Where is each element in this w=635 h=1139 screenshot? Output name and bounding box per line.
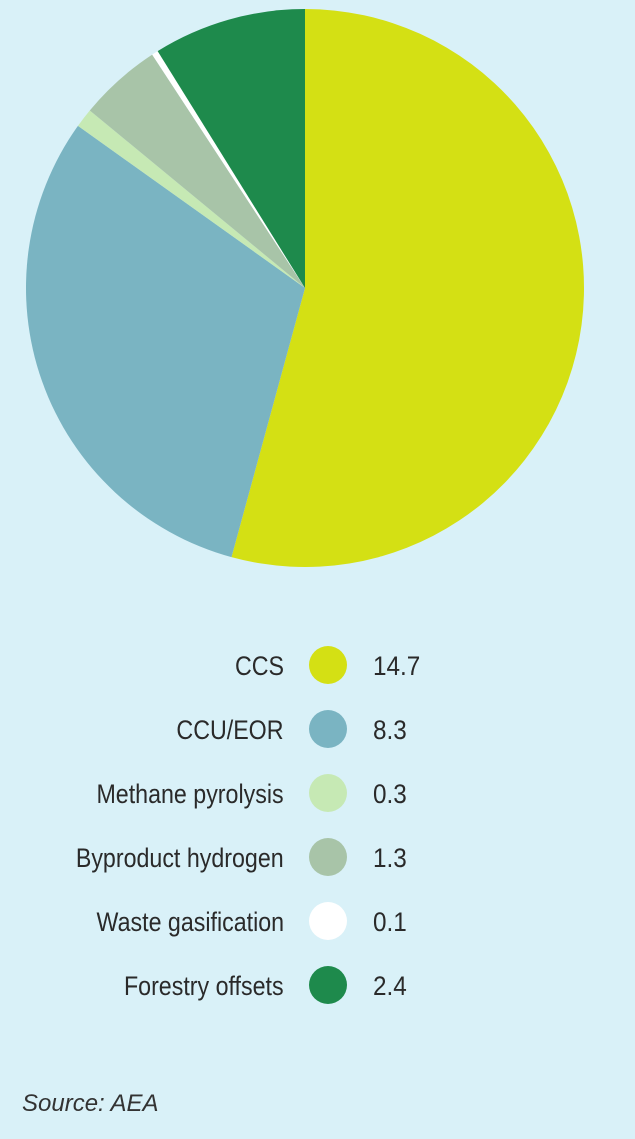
pie-slice-ccs bbox=[231, 9, 585, 567]
legend-value: 0.1 bbox=[373, 907, 407, 937]
legend-item-forestry-offsets: Forestry offsets 2.4 bbox=[0, 965, 635, 1005]
legend-value: 0.3 bbox=[373, 779, 407, 809]
source-note: Source: AEA bbox=[22, 1090, 159, 1117]
pie-slice-methane-pyrolysis bbox=[77, 110, 306, 289]
legend-value: 2.4 bbox=[373, 971, 407, 1001]
pie-chart bbox=[25, 8, 585, 567]
legend-swatch bbox=[309, 838, 347, 876]
legend-label: Byproduct hydrogen bbox=[76, 843, 284, 873]
pie-slice-forestry-offsets bbox=[157, 8, 305, 288]
legend-swatch bbox=[309, 710, 347, 748]
legend-label: Methane pyrolysis bbox=[96, 779, 284, 809]
pie-slice-waste-gasification bbox=[152, 51, 305, 289]
legend-swatch bbox=[309, 774, 347, 812]
legend-value: 8.3 bbox=[373, 715, 407, 745]
legend-item-ccu-eor: CCU/EOR 8.3 bbox=[0, 709, 635, 749]
legend-swatch bbox=[309, 966, 347, 1004]
legend-value: 1.3 bbox=[373, 843, 407, 873]
legend-swatch bbox=[309, 646, 347, 684]
legend-label: Forestry offsets bbox=[124, 971, 284, 1001]
legend-label: CCS bbox=[234, 651, 284, 681]
legend-label: CCU/EOR bbox=[176, 715, 284, 745]
legend-swatch bbox=[309, 902, 347, 940]
pie-slice-byproduct-hydrogen bbox=[89, 54, 305, 288]
pie-slice-ccu-eor bbox=[25, 125, 305, 558]
legend-item-ccs: CCS 14.7 bbox=[0, 645, 635, 685]
legend-value: 14.7 bbox=[373, 651, 421, 681]
legend-label: Waste gasification bbox=[96, 907, 284, 937]
legend-item-waste-gasification: Waste gasification 0.1 bbox=[0, 901, 635, 941]
legend-item-methane-pyrolysis: Methane pyrolysis 0.3 bbox=[0, 773, 635, 813]
legend-item-byproduct-hydrogen: Byproduct hydrogen 1.3 bbox=[0, 837, 635, 877]
